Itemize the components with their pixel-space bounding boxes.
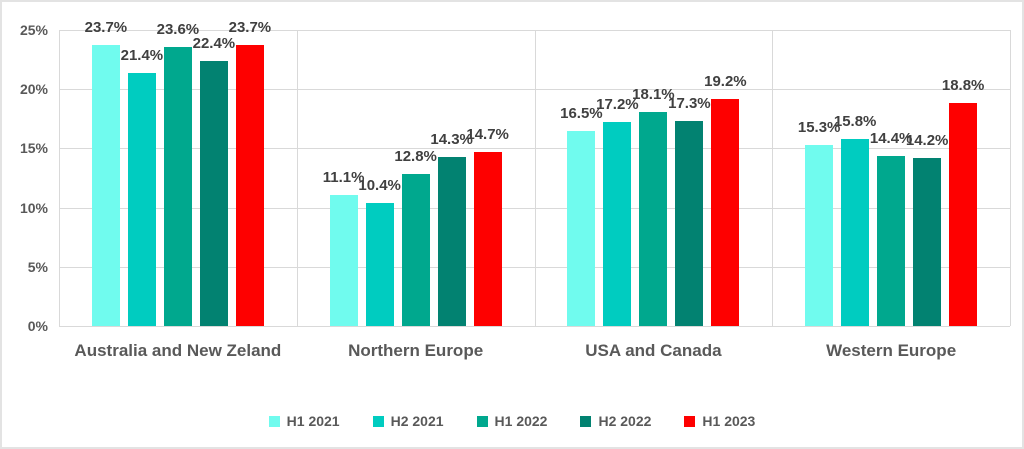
bar <box>235 45 264 326</box>
bar-value-label: 21.4% <box>120 46 164 64</box>
legend-item: H2 2021 <box>372 413 444 429</box>
bar <box>639 111 668 326</box>
chart-legend: H1 2021 H2 2021 H1 2022 H2 2022 H1 2023 <box>2 413 1022 429</box>
bar-value-label: 22.4% <box>192 34 236 52</box>
bar <box>603 122 632 326</box>
y-axis-tick-label: 25% <box>19 22 48 38</box>
category-label: Northern Europe <box>297 338 535 364</box>
legend-swatch <box>684 415 696 427</box>
bar-value-label: 23.7% <box>228 19 272 37</box>
y-axis-tick-label: 15% <box>19 140 48 157</box>
bar-value-label: 23.7% <box>84 19 128 37</box>
bar-value-label: 18.1% <box>632 85 675 103</box>
legend-swatch <box>580 415 592 427</box>
category-label: Western Europe <box>772 338 1010 364</box>
category-label-text: USA and Canada <box>585 341 722 360</box>
bar-value-label: 10.4% <box>358 176 401 194</box>
legend-swatch <box>372 415 384 427</box>
bar <box>91 45 120 326</box>
bar-value-label: 19.2% <box>704 72 747 90</box>
legend-label: H2 2022 <box>598 413 652 429</box>
gridline-vertical <box>772 30 774 326</box>
gridline-vertical <box>59 30 60 326</box>
gridline-horizontal <box>59 326 1010 327</box>
bar-value-label: 14.7% <box>466 125 509 143</box>
bar <box>437 156 466 326</box>
legend-swatch <box>476 415 488 427</box>
y-axis-tick-label: 5% <box>27 258 48 275</box>
y-axis-tick-label: 10% <box>19 199 48 216</box>
bar-value-label: 17.3% <box>668 95 711 113</box>
legend-label: H2 2021 <box>390 413 444 429</box>
bar <box>567 130 596 326</box>
bar-value-label: 12.8% <box>394 148 437 166</box>
bar <box>949 103 978 326</box>
y-axis-tick-label: 0% <box>27 318 48 334</box>
legend-label: H1 2021 <box>286 413 340 429</box>
bar-value-label: 14.3% <box>430 130 473 148</box>
bar <box>329 194 358 326</box>
bar-value-label: 17.2% <box>596 96 639 114</box>
bar <box>199 60 228 326</box>
bar <box>473 151 502 326</box>
bar-value-label: 14.2% <box>905 131 949 149</box>
bar-value-label: 23.6% <box>156 20 200 38</box>
y-axis-tick-label: 20% <box>19 81 48 98</box>
bar-value-label: 18.8% <box>941 77 985 95</box>
legend-label: H1 2022 <box>494 413 548 429</box>
bar-value-label: 16.5% <box>560 104 603 122</box>
bar <box>675 121 704 326</box>
bar <box>401 174 430 326</box>
legend-item: H1 2021 <box>268 413 340 429</box>
bar <box>365 202 394 326</box>
bar <box>711 98 740 326</box>
bar-value-label: 15.3% <box>797 118 841 136</box>
bar <box>913 157 942 326</box>
bar <box>841 138 870 326</box>
gridline-vertical <box>296 30 298 326</box>
category-label: Australia and New Zeland <box>59 338 297 364</box>
bar <box>877 155 906 326</box>
category-label: USA and Canada <box>535 338 773 364</box>
category-label-text: Australia and New Zeland <box>74 341 282 360</box>
category-label-text: Western Europe <box>826 341 957 360</box>
legend-swatch <box>268 415 280 427</box>
bar <box>163 46 192 326</box>
gridline-vertical <box>534 30 536 326</box>
legend-item: H2 2022 <box>580 413 651 429</box>
bar <box>127 72 156 326</box>
bar-value-label: 15.8% <box>833 112 877 130</box>
gridline-vertical <box>1010 30 1011 326</box>
legend-item: H1 2023 <box>684 413 755 429</box>
bar <box>805 144 834 326</box>
legend-label: H1 2023 <box>702 413 756 429</box>
category-label-text: Northern Europe <box>348 341 484 360</box>
bar-value-label: 11.1% <box>322 168 365 186</box>
bar-value-label: 14.4% <box>869 129 913 147</box>
legend-item: H1 2022 <box>476 413 548 429</box>
